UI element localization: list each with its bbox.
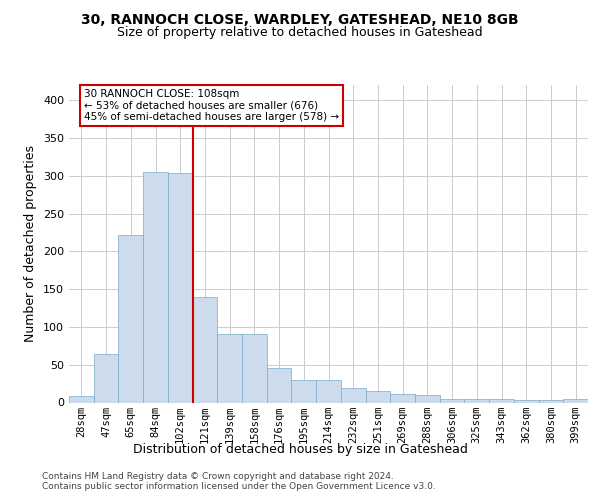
Text: Size of property relative to detached houses in Gateshead: Size of property relative to detached ho…	[117, 26, 483, 39]
Bar	[118, 234, 143, 402]
Bar	[415, 395, 440, 402]
Bar	[464, 398, 489, 402]
Text: 30, RANNOCH CLOSE, WARDLEY, GATESHEAD, NE10 8GB: 30, RANNOCH CLOSE, WARDLEY, GATESHEAD, N…	[81, 12, 519, 26]
Bar	[242, 334, 267, 402]
Bar	[489, 398, 514, 402]
Bar	[217, 334, 242, 402]
Bar	[539, 400, 563, 402]
Bar	[69, 396, 94, 402]
Bar	[365, 391, 390, 402]
Y-axis label: Number of detached properties: Number of detached properties	[25, 145, 37, 342]
Bar	[292, 380, 316, 402]
Bar	[316, 380, 341, 402]
Bar	[440, 400, 464, 402]
Bar	[390, 394, 415, 402]
Bar	[514, 400, 539, 402]
Bar	[193, 296, 217, 403]
Text: 30 RANNOCH CLOSE: 108sqm
← 53% of detached houses are smaller (676)
45% of semi-: 30 RANNOCH CLOSE: 108sqm ← 53% of detach…	[84, 89, 339, 122]
Text: Contains HM Land Registry data © Crown copyright and database right 2024.: Contains HM Land Registry data © Crown c…	[42, 472, 394, 481]
Bar	[94, 354, 118, 403]
Text: Contains public sector information licensed under the Open Government Licence v3: Contains public sector information licen…	[42, 482, 436, 491]
Bar	[563, 400, 588, 402]
Text: Distribution of detached houses by size in Gateshead: Distribution of detached houses by size …	[133, 442, 467, 456]
Bar	[143, 172, 168, 402]
Bar	[168, 174, 193, 402]
Bar	[267, 368, 292, 402]
Bar	[341, 388, 365, 402]
